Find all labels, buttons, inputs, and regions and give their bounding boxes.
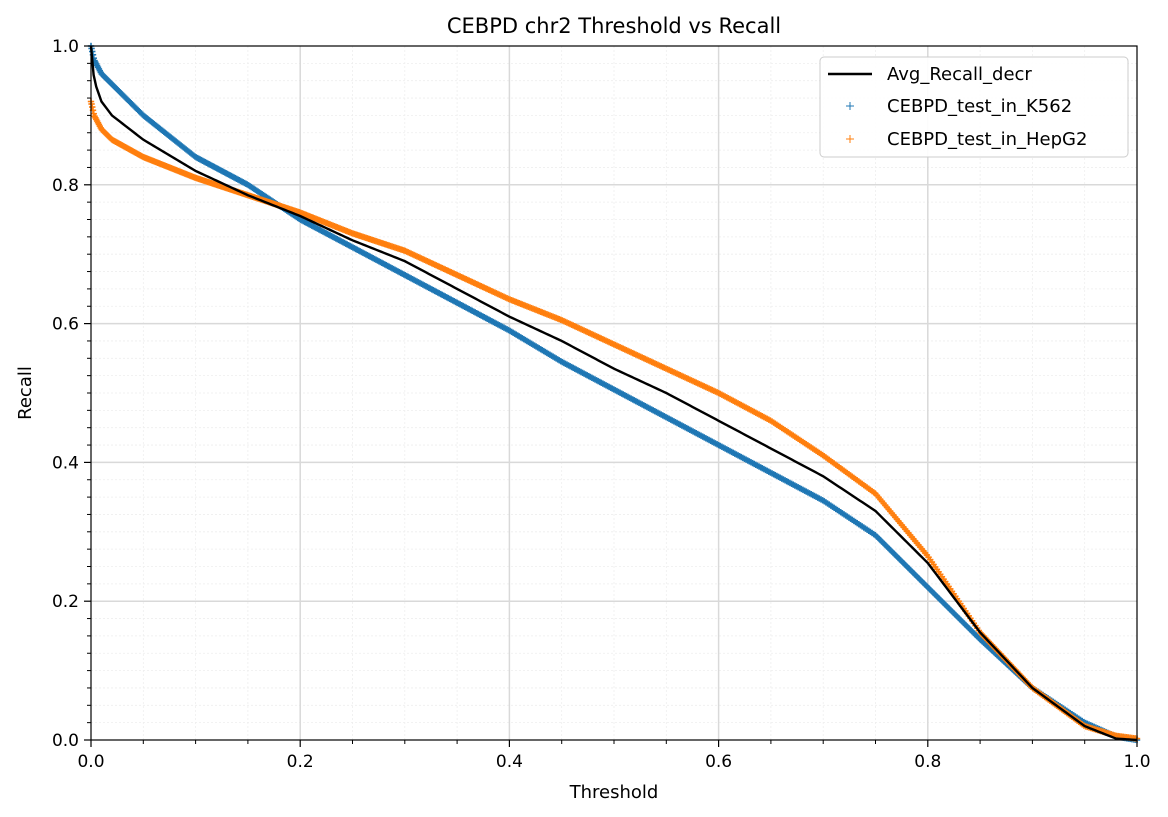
legend-plus-hepg2	[846, 135, 854, 143]
y-tick-label: 0.2	[52, 592, 79, 612]
series-line-avg-recall	[89, 45, 1138, 742]
x-axis-label: Threshold	[569, 782, 659, 803]
x-tick-label: 0.6	[705, 752, 732, 772]
legend-label-avg-recall: Avg_Recall_decr	[887, 64, 1032, 85]
y-tick-label: 0.8	[52, 176, 79, 196]
series-layer	[87, 42, 1141, 744]
x-tick-label: 0.4	[496, 752, 523, 772]
x-tick-label: 0.0	[77, 752, 104, 772]
legend-marker-hepg2-icon	[846, 135, 854, 143]
y-tick-label: 1.0	[52, 37, 79, 57]
legend: Avg_Recall_decr CEBPD_test_in_K562 CEBPD…	[819, 56, 1129, 158]
series-CEBPD_test_in_K562	[87, 42, 1141, 744]
legend-marker-k562-icon	[846, 102, 854, 110]
legend-box	[819, 56, 1129, 158]
series-CEBPD_test_in_HepG2	[87, 98, 1141, 742]
y-axis-label: Recall	[15, 366, 36, 420]
y-tick-label: 0.6	[52, 315, 79, 335]
legend-plus-k562	[846, 102, 854, 110]
y-tick-label: 0.0	[52, 731, 79, 751]
x-tick-label: 0.2	[287, 752, 314, 772]
legend-label-hepg2: CEBPD_test_in_HepG2	[887, 129, 1087, 150]
x-tick-label: 1.0	[1123, 752, 1150, 772]
axis-ticks: 0.0 0.2 0.4 0.6 0.8 1.0 0.0 0.2 0.4 0.6 0.8 1.0	[52, 37, 1151, 772]
chart-title: CEBPD chr2 Threshold vs Recall	[447, 14, 781, 38]
legend-label-k562: CEBPD_test_in_K562	[887, 96, 1072, 117]
x-tick-label: 0.8	[914, 752, 941, 772]
y-tick-label: 0.4	[52, 453, 79, 473]
